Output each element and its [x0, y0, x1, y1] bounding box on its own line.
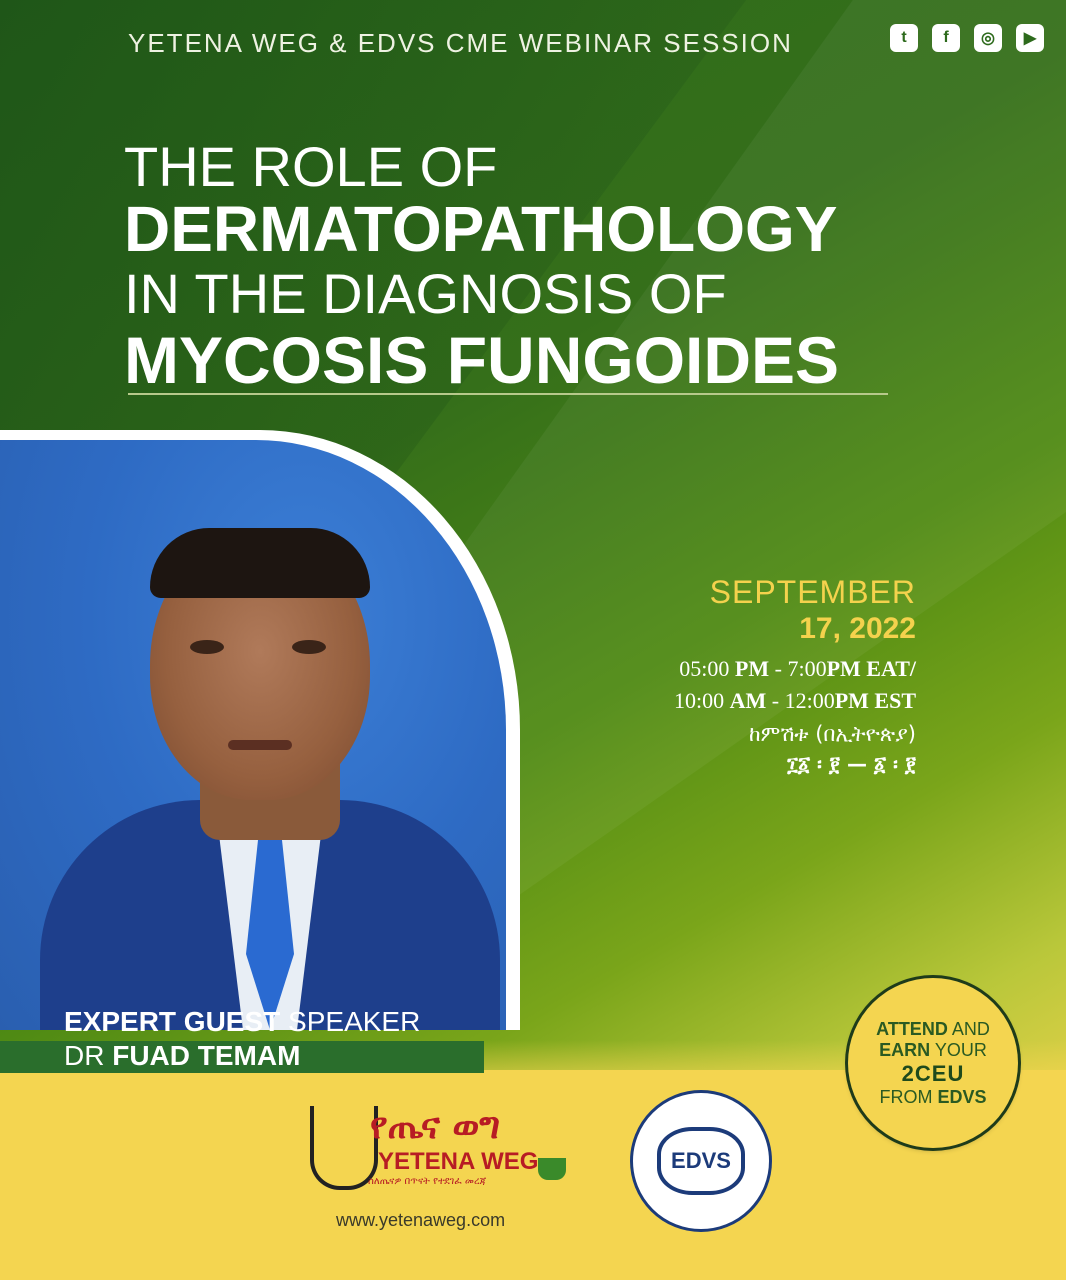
- twitter-icon[interactable]: t: [890, 24, 918, 52]
- edvs-logo: EDVS: [630, 1090, 772, 1232]
- ceu-line: EARN YOUR: [879, 1039, 987, 1060]
- title-divider: [128, 393, 888, 395]
- website-link[interactable]: www.yetenaweg.com: [336, 1210, 506, 1230]
- photo-eye: [292, 640, 326, 654]
- time-eat: 05:00 PM - 7:00PM EAT/: [679, 656, 916, 681]
- edvs-logo-text: EDVS: [657, 1127, 745, 1195]
- cup-icon: [538, 1158, 566, 1180]
- yetena-name: YETENA WEG: [378, 1148, 539, 1175]
- title-line: DERMATOPATHOLOGY: [124, 193, 838, 265]
- time-amharic: ፲፩ ፡ ፻ — ፩ ፡ ፻: [787, 752, 916, 776]
- stethoscope-icon: [310, 1106, 378, 1190]
- session-label: YETENA WEG & EDVS CME WEBINAR SESSION: [128, 28, 793, 58]
- ceu-count: 2CEU: [901, 1060, 965, 1086]
- speaker-name: DR FUAD TEMAM: [64, 1040, 301, 1071]
- time-amharic-label: ከምሽቱ (በኢትዮጵያ): [749, 722, 916, 746]
- facebook-icon[interactable]: f: [932, 24, 960, 52]
- date-month: SEPTEMBER: [709, 574, 916, 610]
- title-line: IN THE DIAGNOSIS OF: [124, 262, 727, 325]
- ceu-line: FROM EDVS: [879, 1086, 987, 1107]
- ceu-line: ATTEND AND: [876, 1018, 990, 1039]
- yetena-amharic: የጤና ወግ: [370, 1106, 501, 1147]
- yetena-weg-logo: የጤና ወግ YETENA WEG ስለጤናዎ በጥናት የተደገፈ መረጃ: [310, 1106, 570, 1196]
- speaker-photo: [0, 440, 506, 1030]
- date-day: 17, 2022: [799, 612, 916, 645]
- speaker-role: EXPERT GUEST SPEAKER: [64, 1006, 421, 1037]
- webinar-title: THE ROLE OF DERMATOPATHOLOGY IN THE DIAG…: [124, 135, 840, 397]
- speaker-name-bar: [0, 1041, 484, 1073]
- photo-hair: [150, 528, 370, 598]
- ceu-badge: ATTEND AND EARN YOUR 2CEU FROM EDVS: [848, 978, 1018, 1148]
- photo-eye: [190, 640, 224, 654]
- title-line: THE ROLE OF: [124, 135, 498, 198]
- title-line: MYCOSIS FUNGOIDES: [124, 323, 840, 397]
- time-est: 10:00 AM - 12:00PM EST: [673, 688, 916, 713]
- social-links: t f ◎ ▶: [890, 24, 1044, 52]
- instagram-icon[interactable]: ◎: [974, 24, 1002, 52]
- youtube-icon[interactable]: ▶: [1016, 24, 1044, 52]
- photo-mouth: [228, 740, 292, 750]
- yetena-tagline: ስለጤናዎ በጥናት የተደገፈ መረጃ: [368, 1176, 487, 1187]
